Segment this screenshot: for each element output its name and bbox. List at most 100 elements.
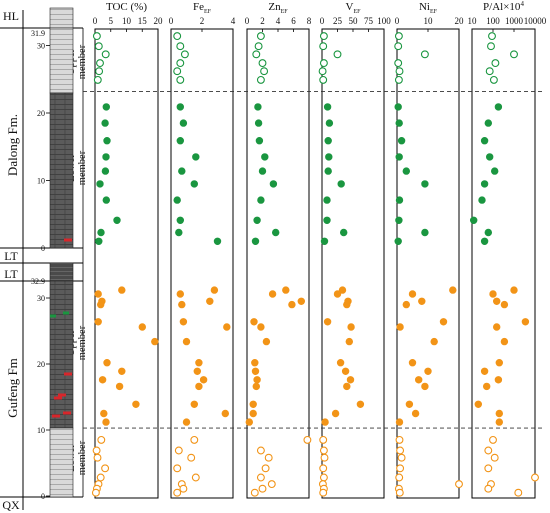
green-nodule	[50, 314, 56, 318]
panel-zn: ZnEF 0 2 4 6 8	[245, 1, 312, 499]
data-point-dalong-toc	[102, 103, 111, 111]
red-nodule	[52, 414, 60, 418]
lithology-dalong-upper	[49, 27, 74, 94]
data-point-dalong-v	[333, 50, 342, 59]
data-point-gufeng-zn	[303, 435, 312, 444]
data-point-gufeng-fe	[210, 286, 219, 294]
data-point-dalong-pal	[487, 42, 495, 51]
data-point-gufeng-zn	[253, 376, 261, 384]
data-point-gufeng-zn	[257, 323, 265, 331]
panel-title: FeEF	[193, 1, 212, 15]
data-point-gufeng-fe	[182, 418, 191, 426]
data-point-dalong-pal	[484, 119, 492, 127]
data-point-dalong-toc	[95, 237, 103, 246]
data-point-dalong-v	[323, 103, 332, 111]
data-point-gufeng-ni	[396, 446, 405, 455]
data-point-gufeng-pal	[484, 484, 493, 493]
data-point-dalong-pal	[491, 59, 500, 68]
data-point-gufeng-pal	[484, 464, 493, 473]
data-point-dalong-zn	[255, 137, 264, 145]
data-point-gufeng-toc	[96, 300, 105, 309]
data-point-gufeng-ni	[395, 473, 404, 482]
data-point-dalong-fe	[180, 50, 189, 59]
data-point-gufeng-fe	[179, 318, 188, 326]
data-point-gufeng-ni	[411, 409, 420, 418]
data-point-gufeng-fe	[195, 382, 203, 391]
data-point-dalong-zn	[258, 167, 267, 175]
data-point-dalong-fe	[176, 42, 185, 51]
member-label-line: member	[77, 325, 88, 360]
data-point-gufeng-ni	[396, 464, 405, 473]
data-point-dalong-ni	[420, 50, 429, 59]
data-point-gufeng-ni	[424, 367, 432, 375]
x-tick-label: 4	[231, 16, 236, 26]
lithology-hl	[49, 7, 74, 29]
data-point-dalong-zn	[254, 103, 262, 111]
data-point-gufeng-zn	[250, 488, 259, 497]
panel-title: VEF	[346, 1, 362, 15]
data-point-dalong-pal	[491, 167, 499, 175]
data-point-gufeng-toc	[103, 359, 111, 367]
data-point-gufeng-fe	[174, 446, 183, 455]
data-point-dalong-zn	[257, 196, 265, 204]
data-point-gufeng-fe	[193, 367, 202, 375]
x-tick-label: 0	[395, 16, 400, 26]
data-point-dalong-toc	[102, 153, 110, 161]
depth-tick-label: 20	[37, 109, 45, 118]
data-point-dalong-fe	[173, 32, 182, 41]
data-point-dalong-ni	[394, 75, 403, 84]
data-point-dalong-fe	[213, 237, 222, 246]
data-point-gufeng-pal	[493, 297, 501, 305]
data-point-dalong-zn	[256, 75, 265, 84]
lithology-gufeng-upper	[49, 280, 74, 429]
data-point-dalong-fe	[176, 216, 185, 225]
data-point-dalong-zn	[253, 216, 261, 225]
data-point-gufeng-zn	[267, 480, 276, 489]
data-point-gufeng-v	[338, 286, 347, 294]
data-point-dalong-ni	[395, 216, 403, 225]
data-point-dalong-fe	[176, 75, 185, 84]
data-point-gufeng-v	[331, 409, 340, 418]
data-point-dalong-toc	[95, 67, 104, 76]
data-point-gufeng-fe	[191, 473, 200, 482]
data-point-gufeng-ni	[408, 359, 417, 367]
member-label-line: member	[77, 440, 88, 475]
data-point-gufeng-ni	[415, 376, 423, 384]
x-tick-label: 0	[93, 16, 98, 26]
data-point-gufeng-v	[319, 464, 328, 473]
red-nodule	[54, 396, 62, 400]
data-point-dalong-zn	[256, 32, 265, 41]
data-point-gufeng-zn	[297, 297, 305, 305]
data-point-dalong-toc	[92, 32, 101, 41]
x-tick-label: 4	[276, 16, 281, 26]
data-point-gufeng-ni	[439, 318, 448, 326]
data-point-gufeng-ni	[418, 297, 426, 305]
data-point-gufeng-fe	[179, 484, 188, 493]
depth-tick-label: 10	[37, 426, 45, 435]
section-top-label: 32.9	[31, 277, 45, 286]
data-point-gufeng-zn	[261, 464, 270, 473]
data-point-gufeng-v	[346, 376, 355, 384]
data-point-gufeng-toc	[96, 473, 105, 482]
data-point-dalong-ni	[395, 67, 404, 76]
data-point-gufeng-ni	[430, 337, 438, 346]
data-point-gufeng-pal	[495, 359, 503, 367]
data-point-dalong-v	[319, 42, 328, 51]
data-point-gufeng-toc	[97, 435, 106, 444]
panel-title: P/Al×104	[483, 0, 524, 13]
data-point-dalong-pal	[480, 237, 489, 246]
panel-frame	[471, 28, 536, 499]
data-point-dalong-toc	[101, 50, 110, 59]
data-point-gufeng-zn	[264, 453, 273, 462]
data-point-gufeng-zn	[250, 318, 258, 326]
data-point-dalong-fe	[175, 228, 183, 237]
data-point-gufeng-v	[319, 473, 328, 482]
data-point-dalong-ni	[394, 42, 403, 51]
red-nodule	[63, 411, 71, 415]
data-point-dalong-v	[323, 216, 331, 225]
data-point-gufeng-pal	[474, 400, 482, 408]
data-point-dalong-v	[323, 196, 331, 204]
data-point-gufeng-zn	[249, 409, 257, 418]
data-point-gufeng-pal	[484, 446, 493, 455]
data-point-gufeng-v	[356, 400, 365, 408]
